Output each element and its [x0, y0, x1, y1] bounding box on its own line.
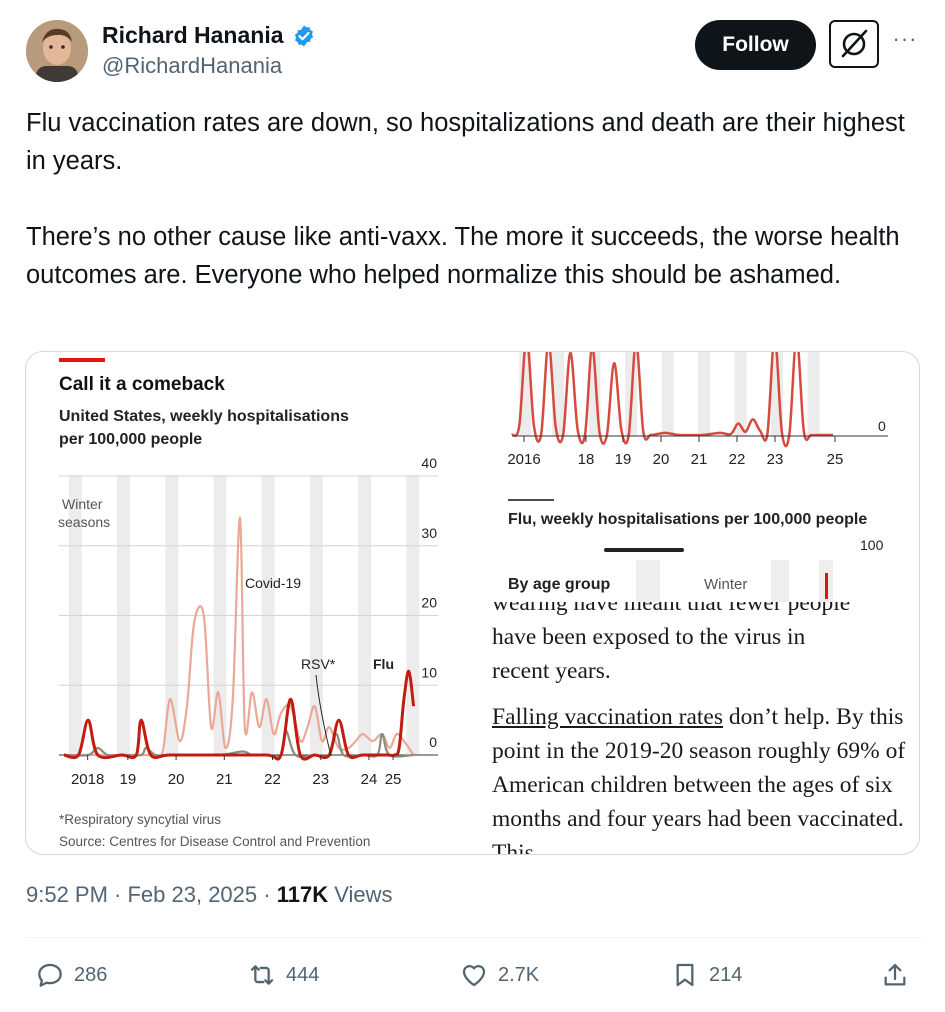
article-paragraph: Falling vaccination rates don’t help. By… [492, 700, 912, 855]
chart-subtitle-line1: United States, weekly hospitalisations [59, 408, 349, 425]
repost-icon [250, 965, 274, 985]
x-tick-label: 25 [385, 771, 402, 788]
right-x-tick-label: 19 [615, 451, 632, 468]
reply-count: 286 [74, 963, 108, 986]
x-tick-label: 2018 [71, 771, 104, 788]
follow-button[interactable]: Follow [695, 20, 816, 70]
right-red-mark [825, 573, 828, 599]
economist-red-bar [59, 358, 105, 362]
right-x-tick-label: 20 [653, 451, 670, 468]
tweet-timestamp[interactable]: 9:52 PM · Feb 23, 2025 · [26, 882, 277, 907]
right-x-tick-label: 23 [767, 451, 784, 468]
right-x-tick-label: 25 [827, 451, 844, 468]
annotation-rsv-pointer [315, 674, 332, 757]
share-button[interactable] [879, 958, 919, 992]
bookmark-button[interactable]: 214 [669, 958, 742, 992]
right-x-tick-label: 2016 [507, 451, 540, 468]
right-chart-title: Flu, weekly hospitalisations per 100,000… [508, 511, 867, 528]
series-line-0 [64, 516, 415, 758]
tweet-meta: 9:52 PM · Feb 23, 2025 · 117K Views [26, 882, 393, 908]
avatar[interactable] [26, 20, 88, 82]
right-series-line-0 [511, 352, 834, 448]
x-tick-label: 24 [361, 771, 378, 788]
chart-title: Call it a comeback [59, 374, 225, 395]
winter-label-line2: seasons [58, 514, 110, 530]
right-zero-tick: 0 [878, 418, 886, 434]
x-tick-label: 20 [168, 771, 185, 788]
right-band-5 [698, 352, 711, 436]
chart-source: Source: Centres for Disease Control and … [59, 834, 370, 849]
tweet-header: Richard Hanania @RichardHanania Follow ·… [26, 20, 921, 82]
right-x-tick-label: 22 [729, 451, 746, 468]
y-tick-label: 20 [421, 595, 437, 611]
right-x-tick-label: 21 [691, 451, 708, 468]
grok-icon [841, 29, 868, 58]
right-blur-line [604, 548, 684, 552]
right-chart-series [511, 352, 834, 448]
article-cut-line: wearing have meant that fewer people [492, 602, 851, 616]
winter-label-line1: Winter [62, 496, 103, 512]
right-x-tick-label: 18 [578, 451, 595, 468]
y-tick-label: 30 [421, 525, 437, 541]
left-y-tick-labels: 40 30 20 10 0 [421, 455, 437, 750]
right-winter-label: Winter [704, 576, 747, 593]
article-line: recent years. [492, 658, 611, 684]
annotation-flu: Flu [373, 656, 394, 672]
name-block: Richard Hanania @RichardHanania [102, 22, 316, 79]
right-age-band [771, 560, 789, 602]
media-image: Call it a comeback United States, weekly… [58, 352, 888, 849]
reply-icon [38, 963, 62, 987]
right-x-tick-labels: 2016 18 19 20 21 22 23 25 [507, 436, 843, 468]
bookmark-count: 214 [709, 963, 743, 986]
tweet-text: Flu vaccination rates are down, so hospi… [26, 104, 916, 294]
series-line-2 [63, 669, 416, 761]
like-button[interactable]: 2.7K [458, 958, 539, 992]
share-icon [884, 963, 906, 986]
verified-badge-icon [294, 25, 314, 46]
right-age-band [636, 560, 660, 602]
right-band-8 [807, 352, 820, 436]
display-name[interactable]: Richard Hanania [102, 22, 284, 48]
chart-subtitle-line2: per 100,000 people [59, 431, 202, 448]
views-label: Views [328, 882, 393, 907]
y-tick-label: 0 [429, 734, 437, 750]
right-band-6 [734, 352, 747, 436]
more-options-button[interactable]: ··· [892, 26, 918, 51]
y-tick-label: 40 [421, 455, 437, 471]
x-tick-label: 22 [264, 771, 281, 788]
article-link[interactable]: Falling vaccination rates [492, 704, 724, 730]
bookmark-icon [676, 963, 694, 987]
article-excerpt: wearing have meant that fewer people hav… [492, 602, 912, 855]
repost-count: 444 [286, 963, 320, 986]
right-winter-bands [519, 352, 820, 436]
left-chart-series [63, 516, 416, 761]
left-x-tick-labels: 2018 19 20 21 22 23 24 25 [71, 755, 401, 788]
annotation-covid: Covid-19 [245, 575, 301, 591]
chart-footnote: *Respiratory syncytial virus [59, 812, 221, 827]
repost-button[interactable]: 444 [246, 958, 319, 992]
grok-button[interactable] [829, 20, 879, 68]
tweet-paragraph: Flu vaccination rates are down, so hospi… [26, 109, 905, 175]
heart-icon [462, 965, 486, 987]
by-age-group: By age group [508, 576, 610, 593]
right-top-tick: 100 [860, 537, 884, 553]
views-count: 117K [276, 882, 329, 907]
y-tick-label: 10 [421, 664, 437, 680]
divider [26, 937, 921, 938]
tweet-paragraph: There’s no other cause like anti-vaxx. T… [26, 223, 900, 289]
user-handle[interactable]: @RichardHanania [102, 53, 283, 78]
annotation-rsv: RSV* [301, 656, 336, 672]
like-count: 2.7K [498, 963, 540, 986]
x-tick-label: 23 [312, 771, 329, 788]
action-bar: 286 444 2.7K 214 [26, 950, 921, 1000]
tweet-media[interactable]: Call it a comeback United States, weekly… [25, 351, 920, 855]
x-tick-label: 19 [120, 771, 137, 788]
reply-button[interactable]: 286 [34, 958, 107, 992]
article-paragraph-text: don’t help. By this point in the 2019-20… [492, 704, 906, 855]
right-band-4 [661, 352, 674, 436]
x-tick-label: 21 [216, 771, 233, 788]
article-line: have been exposed to the virus in [492, 624, 806, 650]
